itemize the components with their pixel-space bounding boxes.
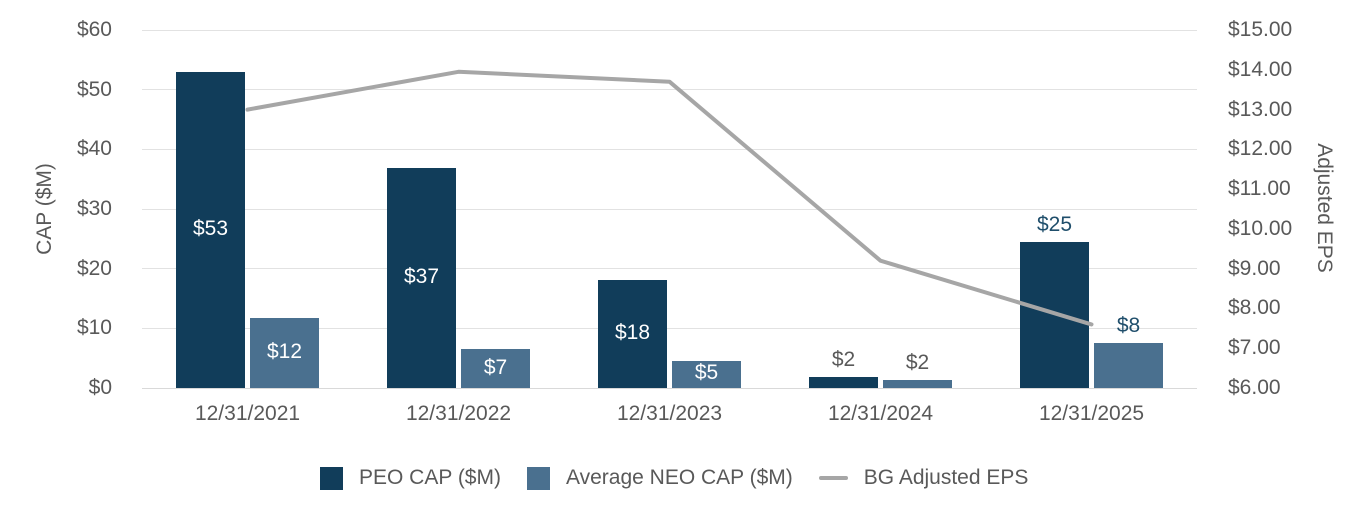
right-axis-tick: $12.00: [1228, 137, 1293, 161]
bar-data-label: $18: [614, 321, 651, 344]
legend-label: Average NEO CAP ($M): [565, 466, 793, 489]
legend-square-swatch-icon: [526, 466, 550, 490]
legend-line-swatch-icon: [818, 476, 848, 480]
category-label: 12/31/2024: [827, 402, 934, 425]
right-axis-tick: $8.00: [1228, 296, 1281, 320]
right-axis-tick: $7.00: [1228, 336, 1281, 360]
legend: PEO CAP ($M) Average NEO CAP ($M) BG Adjus…: [320, 466, 1028, 490]
left-axis-tick: $10: [76, 316, 112, 340]
gridline: [142, 268, 1197, 270]
right-axis-tick: $15.00: [1228, 18, 1293, 41]
bar-neo-cap: [1094, 343, 1163, 388]
bar-neo-cap: [250, 317, 319, 388]
gridline: [142, 89, 1197, 91]
bar-data-label: $25: [1036, 213, 1073, 237]
bar-data-label: $12: [266, 339, 303, 363]
category-label: 12/31/2025: [1038, 402, 1145, 425]
left-axis-tick: $50: [76, 77, 112, 101]
bar-peo-cap: [176, 71, 245, 388]
category-label: 12/31/2023: [616, 402, 723, 425]
right-axis-tick: $9.00: [1228, 256, 1281, 280]
bar-data-label: $5: [694, 361, 719, 385]
left-axis-tick: $40: [76, 137, 112, 161]
left-axis-tick: $20: [76, 256, 112, 280]
right-axis-tick: $11.00: [1228, 177, 1291, 201]
right-axis-title: Adjusted EPS: [1313, 143, 1336, 273]
right-axis-tick: $14.00: [1228, 57, 1293, 81]
bar-peo-cap: [387, 168, 456, 388]
right-axis-tick: $6.00: [1228, 376, 1281, 399]
plot-area: $53 $12 $37 $7 $18 $5 $2 $2 $25 $8: [142, 29, 1197, 389]
bar-data-label: $2: [905, 350, 930, 374]
legend-item: Average NEO CAP ($M): [526, 466, 793, 490]
legend-label: BG Adjusted EPS: [863, 466, 1029, 489]
bar-data-label: $8: [1116, 314, 1141, 338]
gridline: [142, 208, 1197, 210]
bar-data-label: $2: [831, 347, 856, 371]
gridline: [142, 29, 1197, 31]
legend-item: BG Adjusted EPS: [818, 466, 1029, 490]
legend-square-swatch-icon: [320, 466, 343, 490]
category-label: 12/31/2021: [194, 402, 301, 425]
bar-neo-cap: [883, 379, 952, 388]
bar-neo-cap: [461, 349, 530, 388]
eps-line-svg: [245, 69, 1094, 327]
left-axis-tick: $60: [76, 18, 112, 41]
bar-data-label: $7: [483, 355, 508, 379]
bar-peo-cap: [598, 280, 667, 388]
bar-data-label: $37: [403, 265, 440, 289]
legend-label: PEO CAP ($M): [359, 466, 501, 489]
right-axis-tick: $10.00: [1228, 216, 1293, 240]
bar-neo-cap: [672, 360, 741, 388]
left-axis-tick: $0: [88, 376, 112, 399]
eps-line: [245, 69, 1094, 327]
gridline: [142, 327, 1197, 329]
bar-peo-cap: [809, 376, 878, 388]
right-axis-tick: $13.00: [1228, 97, 1293, 121]
category-label: 12/31/2022: [405, 402, 512, 425]
left-axis-tick: $30: [76, 197, 112, 220]
bar-data-label: $53: [192, 216, 229, 240]
gridline: [142, 148, 1197, 150]
legend-item: PEO CAP ($M): [320, 466, 501, 490]
gridline: [142, 387, 1197, 389]
